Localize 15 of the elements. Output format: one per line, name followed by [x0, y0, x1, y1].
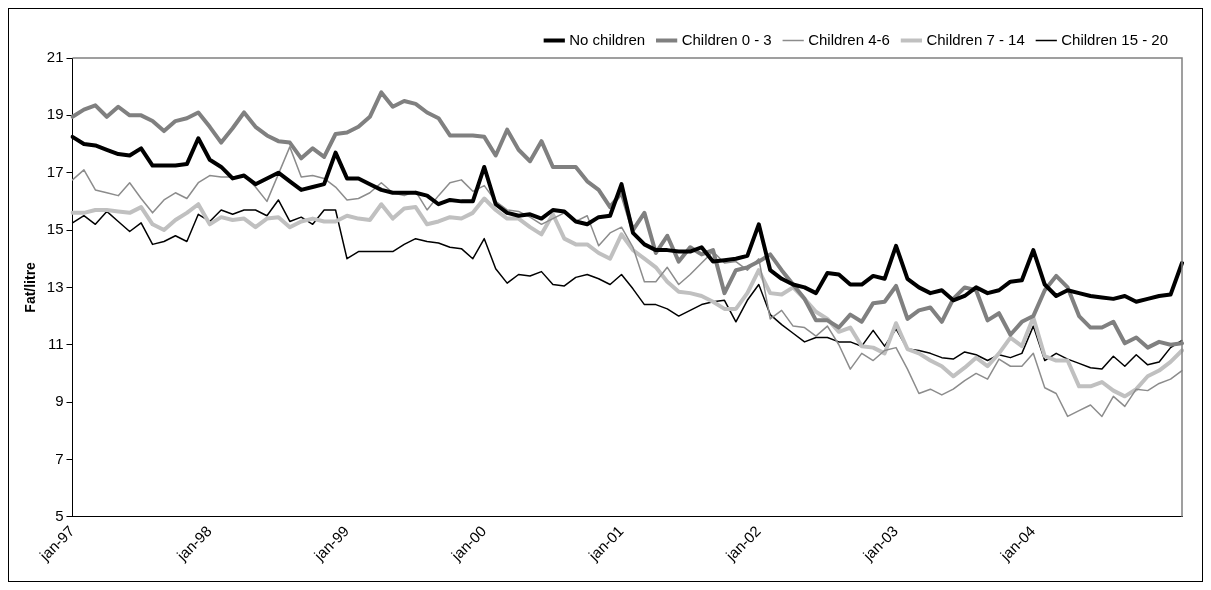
- legend-label: Children 4-6: [808, 30, 890, 48]
- legend-label: No children: [569, 30, 646, 48]
- y-tick-label: 15: [46, 220, 64, 238]
- y-tick-label: 5: [55, 506, 64, 524]
- y-tick-label: 9: [55, 392, 64, 410]
- y-tick-label: 17: [46, 162, 64, 180]
- legend-label: Children 0 - 3: [681, 30, 772, 48]
- y-axis-title: Fat/litre: [22, 261, 39, 313]
- y-tick-label: 21: [46, 48, 64, 66]
- y-tick-label: 19: [46, 105, 64, 123]
- y-tick-label: 13: [46, 277, 64, 295]
- legend-label: Children 7 - 14: [926, 30, 1025, 48]
- y-tick-label: 11: [47, 334, 64, 352]
- y-tick-label: 7: [55, 449, 64, 467]
- legend-label: Children 15 - 20: [1061, 30, 1169, 48]
